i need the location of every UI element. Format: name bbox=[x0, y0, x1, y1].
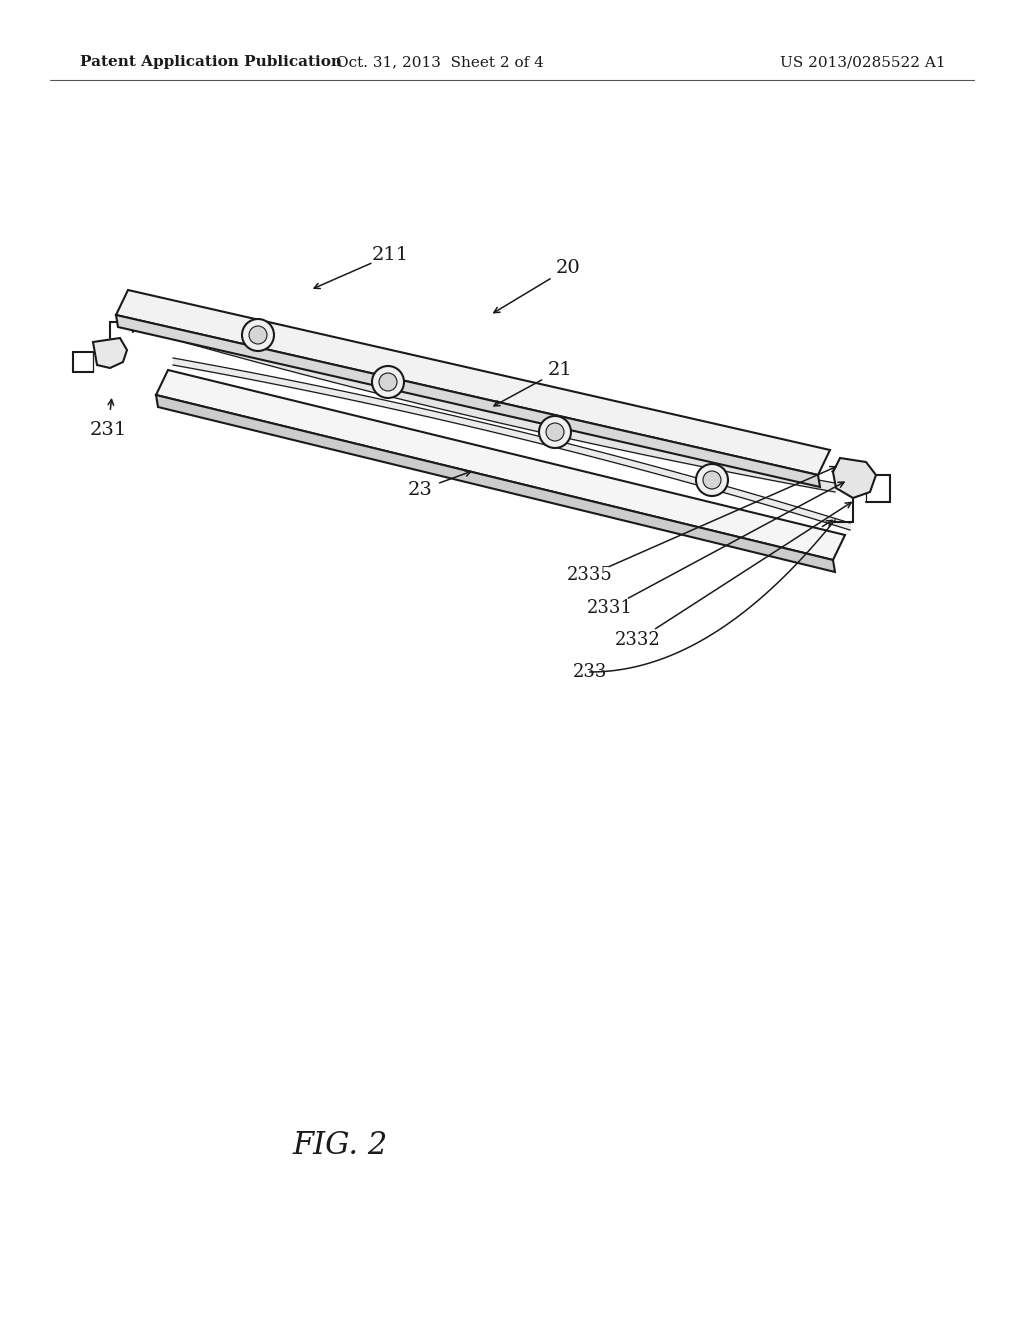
Polygon shape bbox=[833, 458, 876, 498]
Text: 2335: 2335 bbox=[567, 566, 613, 583]
Circle shape bbox=[242, 319, 274, 351]
Polygon shape bbox=[156, 395, 835, 572]
Circle shape bbox=[379, 374, 397, 391]
Text: FIG. 2: FIG. 2 bbox=[293, 1130, 388, 1160]
Circle shape bbox=[249, 326, 267, 345]
Polygon shape bbox=[156, 370, 845, 560]
Text: Oct. 31, 2013  Sheet 2 of 4: Oct. 31, 2013 Sheet 2 of 4 bbox=[336, 55, 544, 69]
Text: 2331: 2331 bbox=[587, 599, 633, 616]
Text: 2332: 2332 bbox=[615, 631, 660, 649]
Circle shape bbox=[703, 471, 721, 488]
Circle shape bbox=[372, 366, 404, 399]
Polygon shape bbox=[116, 315, 820, 487]
Circle shape bbox=[546, 422, 564, 441]
Circle shape bbox=[539, 416, 571, 447]
Polygon shape bbox=[116, 290, 830, 475]
Text: 233: 233 bbox=[572, 663, 607, 681]
Text: 23: 23 bbox=[408, 480, 432, 499]
Text: 211: 211 bbox=[372, 246, 409, 264]
Circle shape bbox=[696, 465, 728, 496]
Text: US 2013/0285522 A1: US 2013/0285522 A1 bbox=[780, 55, 945, 69]
Polygon shape bbox=[93, 338, 127, 368]
Text: 20: 20 bbox=[556, 259, 581, 277]
Text: 231: 231 bbox=[89, 421, 127, 440]
Text: Patent Application Publication: Patent Application Publication bbox=[80, 55, 342, 69]
Text: 21: 21 bbox=[548, 360, 572, 379]
